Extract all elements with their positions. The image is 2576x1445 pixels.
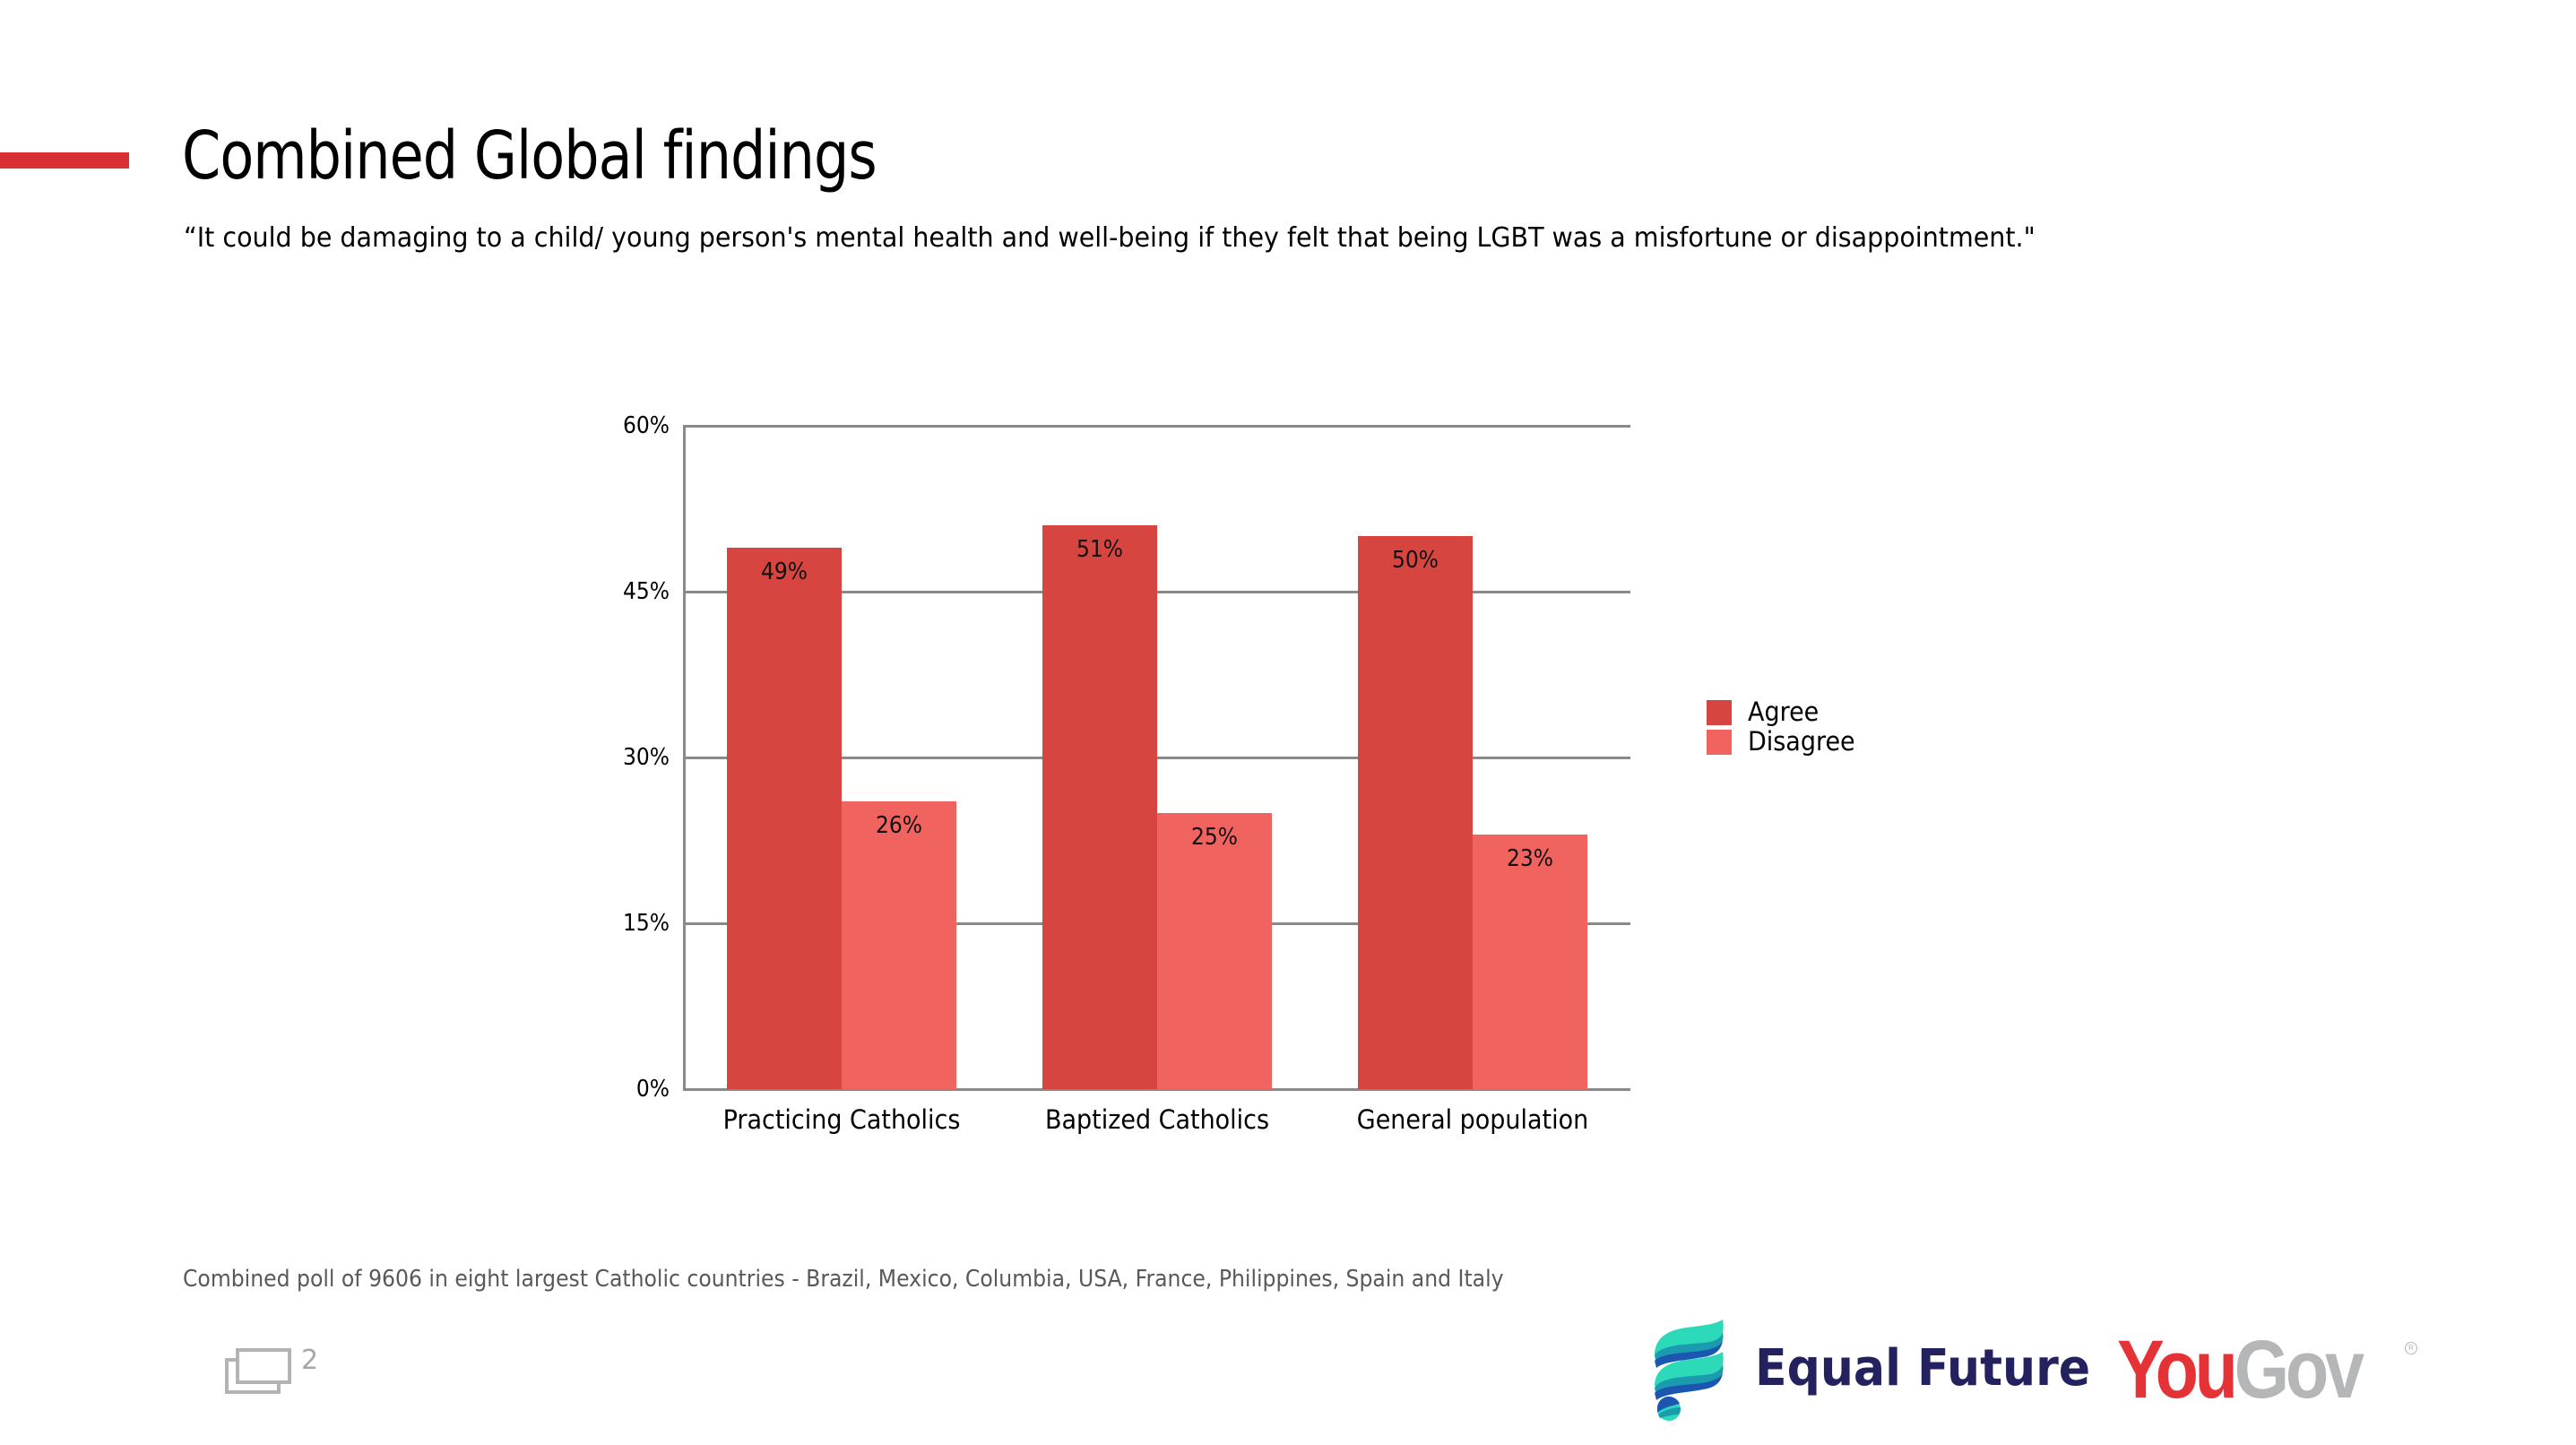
legend-label: Disagree	[1748, 726, 1855, 757]
legend-label: Agree	[1748, 697, 1820, 727]
y-axis-tick-label: 45%	[622, 578, 670, 605]
slide-title: Combined Global findings	[182, 117, 877, 195]
bar-agree-3: 50%	[1358, 536, 1473, 1089]
bar-value-label: 25%	[1190, 823, 1239, 851]
gridline	[684, 425, 1630, 428]
yougov-logo-gov: Gov	[2234, 1324, 2364, 1415]
gridline	[684, 1088, 1630, 1091]
chart-legend: Agree Disagree	[1707, 697, 1863, 757]
legend-item-agree: Agree	[1707, 697, 1863, 727]
bar-disagree-2: 25%	[1157, 812, 1272, 1089]
bar-disagree-1: 26%	[842, 801, 956, 1089]
x-axis-category-label: Practicing Catholics	[722, 1104, 961, 1135]
bar-value-label: 26%	[875, 812, 923, 840]
y-axis-tick-label: 15%	[622, 910, 670, 937]
yougov-logo-you: You	[2117, 1324, 2238, 1415]
legend-swatch	[1707, 699, 1732, 725]
registered-mark-icon: R	[2405, 1342, 2417, 1354]
bar-agree-2: 51%	[1042, 525, 1157, 1089]
slides-icon[interactable]	[225, 1347, 293, 1396]
yougov-logo: YouGov	[2117, 1324, 2364, 1415]
bar-value-label: 49%	[760, 558, 808, 585]
x-axis-category-label: General population	[1356, 1104, 1589, 1135]
y-axis-tick-label: 30%	[622, 744, 670, 771]
legend-item-disagree: Disagree	[1707, 727, 1863, 757]
bar-disagree-3: 23%	[1473, 835, 1587, 1089]
equal-future-logo-text: Equal Future	[1755, 1339, 2091, 1397]
bar-value-label: 51%	[1076, 536, 1124, 563]
y-axis-line	[683, 425, 686, 1091]
title-accent-bar	[0, 152, 129, 169]
x-axis-category-label: Baptized Catholics	[1044, 1104, 1270, 1135]
legend-swatch	[1707, 729, 1732, 755]
bar-value-label: 23%	[1506, 845, 1554, 873]
equal-future-logo-icon	[1655, 1320, 1724, 1421]
slide-subtitle-quote: “It could be damaging to a child/ young …	[184, 222, 2036, 254]
bar-value-label: 50%	[1391, 547, 1439, 575]
page-number: 2	[301, 1345, 319, 1376]
y-axis-tick-label: 60%	[622, 412, 670, 439]
y-axis-tick-label: 0%	[635, 1076, 670, 1103]
footnote: Combined poll of 9606 in eight largest C…	[183, 1266, 1504, 1293]
gridline	[684, 591, 1630, 593]
gridline	[684, 757, 1630, 759]
bar-agree-1: 49%	[727, 547, 842, 1089]
